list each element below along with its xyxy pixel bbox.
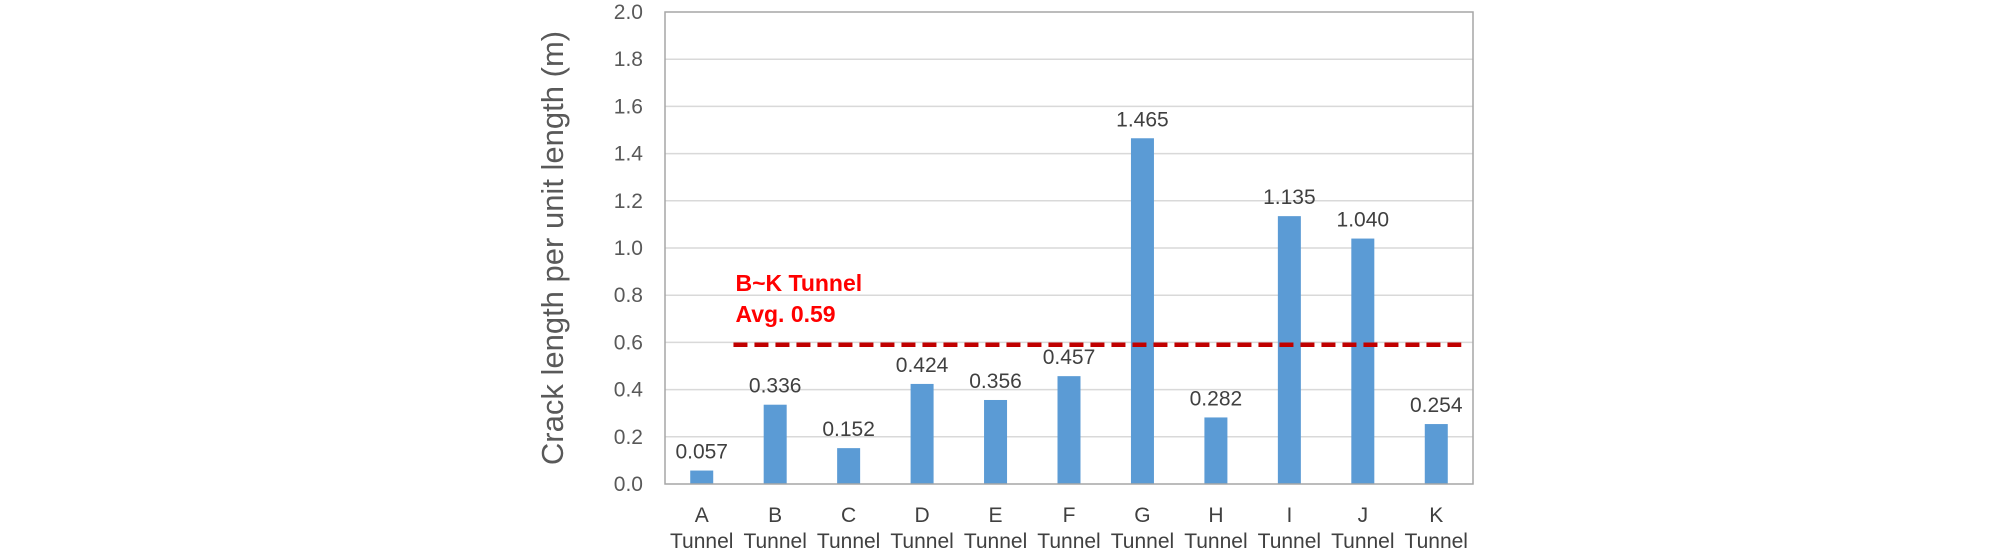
y-tick-label: 0.8 bbox=[614, 284, 643, 307]
y-tick-label: 1.0 bbox=[614, 237, 643, 260]
bar bbox=[763, 404, 787, 484]
x-tick-label: E bbox=[989, 504, 1003, 527]
data-label: 0.282 bbox=[1190, 387, 1243, 410]
x-tick-label: D bbox=[915, 504, 930, 527]
bar bbox=[1277, 216, 1301, 484]
gridlines bbox=[665, 58, 1473, 438]
bar bbox=[690, 470, 714, 484]
x-tick-label-sub: Tunnel bbox=[964, 530, 1027, 553]
x-tick-label-sub: Tunnel bbox=[817, 530, 880, 553]
x-tick-label-sub: Tunnel bbox=[1258, 530, 1321, 553]
x-tick-label-sub: Tunnel bbox=[1331, 530, 1394, 553]
data-label: 0.356 bbox=[969, 370, 1022, 393]
y-tick-label: 1.2 bbox=[614, 190, 643, 213]
x-tick-label: C bbox=[841, 504, 856, 527]
x-tick-label: B bbox=[768, 504, 782, 527]
average-label-line2: Avg. 0.59 bbox=[735, 301, 835, 327]
x-tick-label: H bbox=[1208, 504, 1223, 527]
data-label: 0.254 bbox=[1410, 394, 1463, 417]
average-label-line1: B~K Tunnel bbox=[735, 270, 862, 296]
bar bbox=[1204, 417, 1228, 484]
bar bbox=[1424, 424, 1448, 484]
x-tick-label: K bbox=[1429, 504, 1443, 527]
data-label: 1.040 bbox=[1337, 209, 1390, 232]
x-tick-label: A bbox=[695, 504, 709, 527]
x-tick-label-sub: Tunnel bbox=[743, 530, 806, 553]
y-tick-label: 0.0 bbox=[614, 473, 643, 496]
x-tick-label: I bbox=[1286, 504, 1292, 527]
data-label: 0.152 bbox=[822, 418, 875, 441]
y-tick-label: 0.2 bbox=[614, 426, 643, 449]
data-label: 1.135 bbox=[1263, 186, 1316, 209]
y-tick-label: 2.0 bbox=[614, 1, 643, 24]
data-label: 0.057 bbox=[675, 441, 728, 464]
x-tick-label-sub: Tunnel bbox=[1111, 530, 1174, 553]
data-label: 1.465 bbox=[1116, 108, 1169, 131]
bar bbox=[910, 383, 934, 484]
x-tick-label-sub: Tunnel bbox=[890, 530, 953, 553]
y-tick-label: 0.6 bbox=[614, 331, 643, 354]
data-label: 0.424 bbox=[896, 354, 949, 377]
bar bbox=[984, 399, 1008, 484]
y-tick-label: 1.8 bbox=[614, 48, 643, 71]
y-tick-label: 1.4 bbox=[614, 143, 644, 166]
data-label: 0.336 bbox=[749, 375, 802, 398]
x-axis-ticks: A Tunnel B Tunnel C Tunnel D Tunnel E Tunnel F Tunn… bbox=[670, 504, 1468, 553]
x-tick-label: J bbox=[1358, 504, 1369, 527]
y-tick-label: 0.4 bbox=[614, 379, 644, 402]
bar bbox=[1351, 238, 1375, 484]
x-tick-label: G bbox=[1134, 504, 1150, 527]
x-tick-label-sub: Tunnel bbox=[1184, 530, 1247, 553]
bars bbox=[690, 138, 1448, 484]
bar bbox=[837, 448, 861, 484]
average-line-group: B~K Tunnel Avg. 0.59 bbox=[733, 270, 1462, 348]
x-tick-label-sub: Tunnel bbox=[1405, 530, 1468, 553]
y-tick-label: 1.6 bbox=[614, 95, 643, 118]
x-tick-label-sub: Tunnel bbox=[670, 530, 733, 553]
x-tick-label: F bbox=[1063, 504, 1076, 527]
x-tick-label-sub: Tunnel bbox=[1037, 530, 1100, 553]
data-labels: 0.057 0.336 0.152 0.424 0.356 0.457 1.465 0.282… bbox=[675, 108, 1462, 463]
plot-frame bbox=[664, 11, 1474, 485]
bar bbox=[1130, 138, 1154, 484]
y-axis-title: Crack length per unit length (m) bbox=[535, 31, 570, 465]
data-label: 0.457 bbox=[1043, 346, 1096, 369]
y-axis-ticks: 0.0 0.2 0.4 0.6 0.8 1.0 1.2 1.4 1.6 1.8 2.0 bbox=[614, 1, 644, 496]
bar bbox=[1057, 376, 1081, 484]
